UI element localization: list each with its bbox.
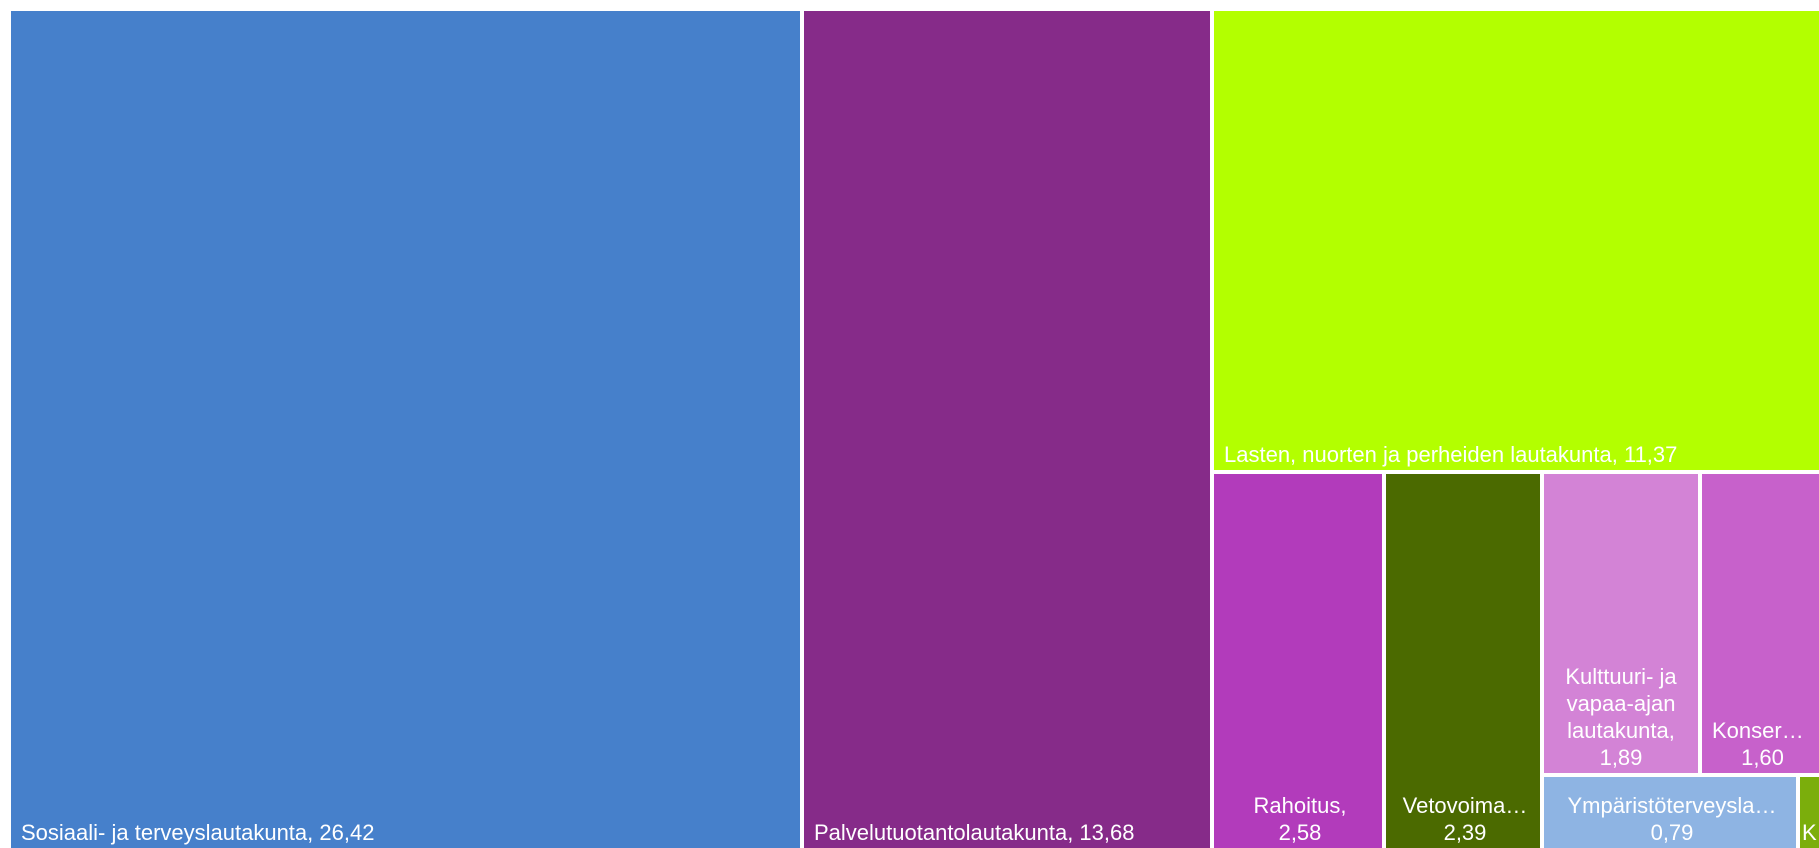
treemap-cell-label: Lasten, nuorten ja perheiden lautakunta,… bbox=[1224, 442, 1678, 467]
treemap-cell-vetovoima[interactable]: Vetovoima… 2,39 bbox=[1386, 474, 1540, 848]
treemap-cell-label: K… bbox=[1802, 820, 1819, 845]
treemap-cell-label: Vetovoima… 2,39 bbox=[1402, 793, 1528, 845]
treemap-cell-sosiaali-ja-terveyslautakunta[interactable]: Sosiaali- ja terveyslautakunta, 26,42 bbox=[11, 11, 800, 848]
treemap-cell-k[interactable]: K… bbox=[1800, 777, 1819, 848]
treemap-cell-kulttuuri-ja-vapaa-ajan-lautakunta[interactable]: Kulttuuri- ja vapaa-ajan lautakunta, 1,8… bbox=[1544, 474, 1698, 773]
treemap-cell-label: Sosiaali- ja terveyslautakunta, 26,42 bbox=[21, 820, 375, 845]
treemap-cell-konsern[interactable]: Konsern… 1,60 bbox=[1702, 474, 1819, 773]
treemap-cell-label: Ympäristöterveysla… 0,79 bbox=[1567, 793, 1777, 845]
treemap-cell-label: Kulttuuri- ja vapaa-ajan lautakunta, 1,8… bbox=[1565, 664, 1677, 770]
treemap-cell-lasten-nuorten-ja-perheiden-lautakunta[interactable]: Lasten, nuorten ja perheiden lautakunta,… bbox=[1214, 11, 1819, 470]
treemap-cell-ymparistoterveysla[interactable]: Ympäristöterveysla… 0,79 bbox=[1544, 777, 1796, 848]
treemap-cell-label: Konsern… 1,60 bbox=[1712, 718, 1813, 770]
treemap-cell-rahoitus[interactable]: Rahoitus, 2,58 bbox=[1214, 474, 1382, 848]
treemap-cell-label: Rahoitus, 2,58 bbox=[1253, 793, 1347, 845]
treemap-cell-palvelutuotantolautakunta[interactable]: Palvelutuotantolautakunta, 13,68 bbox=[804, 11, 1210, 848]
treemap-cell-label: Palvelutuotantolautakunta, 13,68 bbox=[814, 820, 1135, 845]
